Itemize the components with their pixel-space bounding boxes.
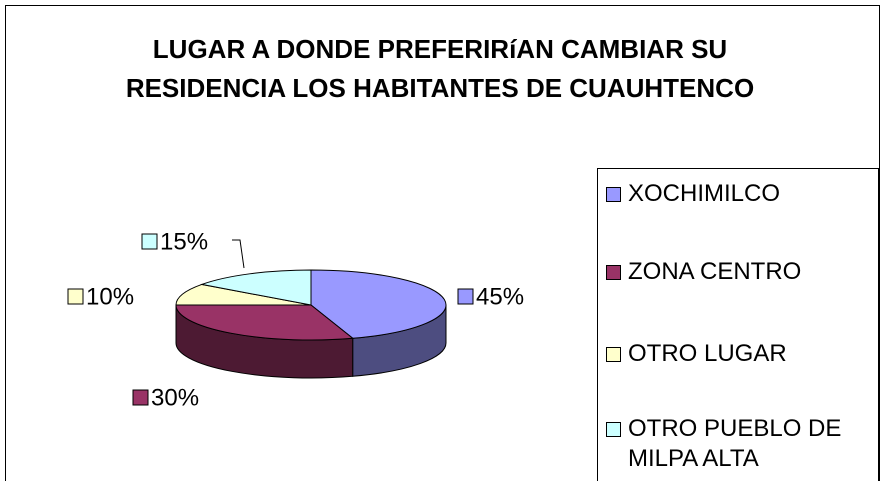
data-label: 15% <box>160 228 208 255</box>
frame <box>5 5 880 481</box>
legend-swatch <box>606 187 621 202</box>
leader-line <box>232 239 245 269</box>
legend-item: OTRO LUGAR <box>606 339 883 369</box>
data-label: 30% <box>151 384 199 411</box>
legend-swatch <box>606 422 621 437</box>
data-label: 10% <box>86 283 134 310</box>
legend-item: ZONA CENTRO <box>606 257 883 287</box>
legend-label: ZONA CENTRO <box>628 258 802 285</box>
pie-slice <box>175 283 312 306</box>
legend-label: XOCHIMILCO <box>628 180 781 207</box>
legend-item: XOCHIMILCO <box>606 179 883 209</box>
legend-item: OTRO PUEBLO DE MILPA ALTA <box>606 414 883 474</box>
legend-swatch <box>606 347 621 362</box>
legend-label: OTRO LUGAR <box>628 340 787 367</box>
pie-slice <box>199 269 312 306</box>
legend: XOCHIMILCO ZONA CENTRO OTRO LUGAR OTRO PUEB… <box>597 168 879 481</box>
legend-label: OTRO PUEBLO DE MILPA ALTA <box>628 415 842 472</box>
label-swatch <box>141 233 158 250</box>
label-swatch <box>457 288 474 305</box>
label-swatch <box>132 389 149 406</box>
legend-swatch <box>606 265 621 280</box>
pie-slice <box>175 304 355 341</box>
chart-title: LUGAR A DONDE PREFERIRíAN CAMBIAR SU RES… <box>125 34 755 103</box>
data-label: 45% <box>476 283 524 310</box>
pie-slice <box>310 269 447 339</box>
label-swatch <box>67 288 84 305</box>
